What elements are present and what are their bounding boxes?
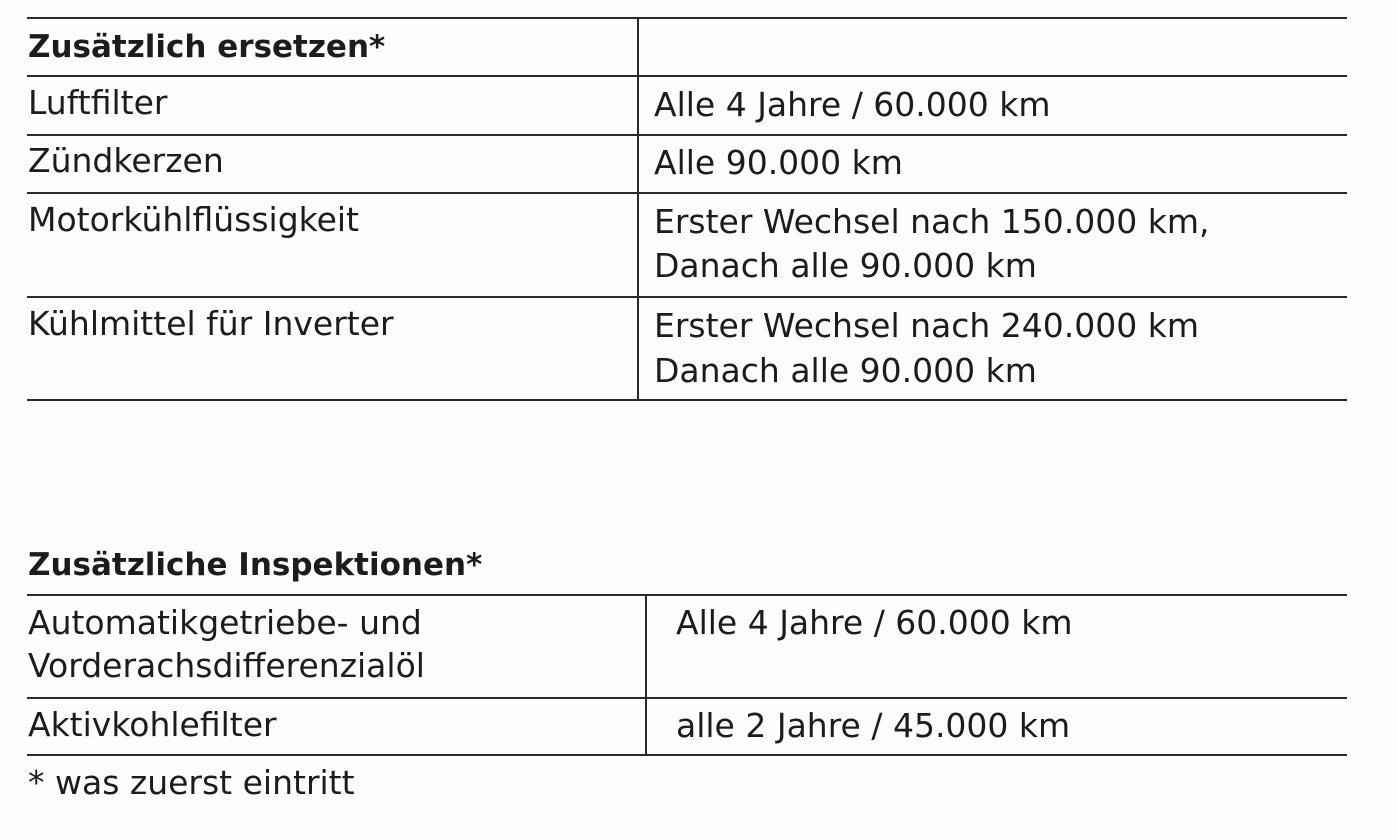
divider: [27, 697, 1347, 699]
interval-value: Danach alle 90.000 km: [654, 246, 1037, 285]
item-label: Luftfilter: [28, 83, 168, 122]
item-label: Zündkerzen: [28, 141, 224, 180]
interval-value: Erster Wechsel nach 150.000 km,: [654, 202, 1210, 241]
interval-value: Alle 90.000 km: [654, 143, 903, 182]
divider: [27, 75, 1347, 77]
divider: [27, 754, 1347, 756]
table-heading: Zusätzlich ersetzen*: [28, 29, 386, 65]
footnote: * was zuerst eintritt: [28, 763, 355, 802]
item-label: Motorkühlflüssigkeit: [28, 200, 359, 239]
divider: [27, 399, 1347, 401]
divider: [27, 17, 1347, 19]
interval-value: Erster Wechsel nach 240.000 km: [654, 306, 1200, 345]
item-label: Vorderachsdifferenzialöl: [28, 646, 425, 685]
column-divider: [645, 594, 647, 756]
interval-value: alle 2 Jahre / 45.000 km: [676, 706, 1071, 745]
divider: [27, 192, 1347, 194]
table-heading: Zusätzliche Inspektionen*: [28, 547, 483, 583]
interval-value: Alle 4 Jahre / 60.000 km: [654, 85, 1051, 124]
column-divider: [637, 17, 639, 401]
divider: [27, 594, 1347, 596]
interval-value: Alle 4 Jahre / 60.000 km: [676, 603, 1073, 642]
divider: [27, 296, 1347, 298]
divider: [27, 134, 1347, 136]
item-label: Automatikgetriebe- und: [28, 603, 422, 642]
item-label: Kühlmittel für Inverter: [28, 304, 394, 343]
interval-value: Danach alle 90.000 km: [654, 351, 1037, 390]
item-label: Aktivkohlefilter: [28, 705, 277, 744]
